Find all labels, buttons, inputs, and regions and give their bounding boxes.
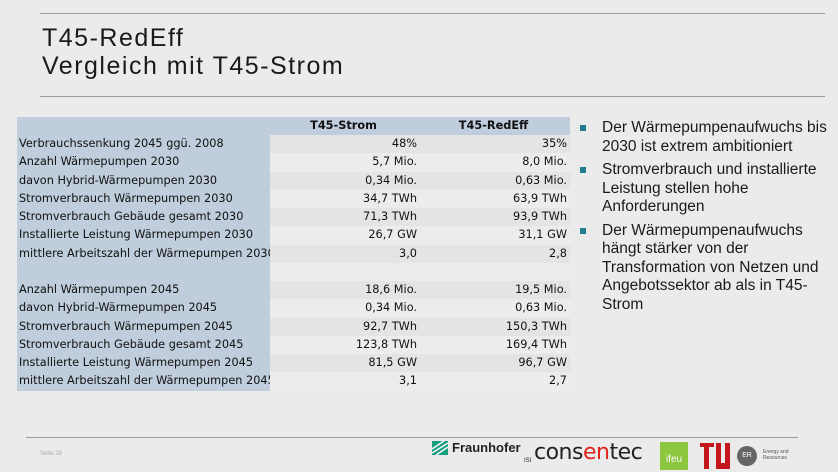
table-row: Stromverbrauch Wärmepumpen 2045 92,7 TWh 1… xyxy=(17,317,570,336)
header-t45-strom: T45-Strom xyxy=(270,117,420,135)
table-row: Installierte Leistung Wärmepumpen 2030 26… xyxy=(17,226,570,245)
row-label: Stromverbrauch Gebäude gesamt 2030 xyxy=(17,208,270,227)
tu-mark-icon xyxy=(700,443,730,469)
row-label: Installierte Leistung Wärmepumpen 2045 xyxy=(17,354,270,373)
value-t45-redeff: 19,5 Mio. xyxy=(420,281,570,300)
bullet-item: Der Wärmepumpenaufwuchs bis 2030 ist ext… xyxy=(578,119,833,156)
title-divider xyxy=(40,96,825,97)
value-t45-redeff: 150,3 TWh xyxy=(420,317,570,336)
row-label: Anzahl Wärmepumpen 2045 xyxy=(17,281,270,300)
value-t45-redeff: 31,1 GW xyxy=(420,226,570,245)
value-t45-redeff: 169,4 TWh xyxy=(420,335,570,354)
fraunhofer-mark-icon xyxy=(431,440,449,456)
value-t45-redeff: 93,9 TWh xyxy=(420,208,570,227)
row-label: Anzahl Wärmepumpen 2030 xyxy=(17,153,270,172)
row-label: mittlere Arbeitszahl der Wärmepumpen 204… xyxy=(17,372,275,391)
value-t45-strom: 81,5 GW xyxy=(270,354,420,373)
header-t45-redeff: T45-RedEff xyxy=(420,117,570,135)
table-row: Anzahl Wärmepumpen 2030 5,7 Mio. 8,0 Mio. xyxy=(17,153,570,172)
value-t45-redeff xyxy=(420,262,570,281)
tu-logo xyxy=(700,443,730,472)
page-title: T45-RedEff Vergleich mit T45-Strom xyxy=(42,24,344,80)
value-t45-redeff: 35% xyxy=(420,135,570,154)
value-t45-redeff: 8,0 Mio. xyxy=(420,153,570,172)
table-row: Stromverbrauch Wärmepumpen 2030 34,7 TWh 6… xyxy=(17,189,570,208)
value-t45-strom: 0,34 Mio. xyxy=(270,299,420,318)
value-t45-redeff: 0,63 Mio. xyxy=(420,299,570,318)
table-row: davon Hybrid-Wärmepumpen 2045 0,34 Mio. 0,… xyxy=(17,299,570,318)
value-t45-strom: 26,7 GW xyxy=(270,226,420,245)
row-label xyxy=(17,262,270,281)
value-t45-strom: 5,7 Mio. xyxy=(270,153,420,172)
square-bullet-icon xyxy=(580,125,586,131)
value-t45-strom: 0,34 Mio. xyxy=(270,171,420,190)
row-label: Installierte Leistung Wärmepumpen 2030 xyxy=(17,226,270,245)
bullet-text: Der Wärmepumpenaufwuchs hängt stärker vo… xyxy=(602,221,819,313)
comparison-table: T45-Strom T45-RedEff Verbrauchssenkung 2… xyxy=(17,117,570,391)
bullet-list: Der Wärmepumpenaufwuchs bis 2030 ist ext… xyxy=(578,119,833,319)
table-row: Verbrauchssenkung 2045 ggü. 2008 48% 35% xyxy=(17,135,570,154)
row-label: Verbrauchssenkung 2045 ggü. 2008 xyxy=(17,135,270,154)
table-row: Installierte Leistung Wärmepumpen 2045 81… xyxy=(17,354,570,373)
value-t45-strom: 34,7 TWh xyxy=(270,189,420,208)
row-label: davon Hybrid-Wärmepumpen 2030 xyxy=(17,171,270,190)
value-t45-redeff: 2,7 xyxy=(420,372,570,391)
bullet-item: Stromverbrauch und installierte Leistung… xyxy=(578,161,833,217)
value-t45-strom: 18,6 Mio. xyxy=(270,281,420,300)
footer-divider xyxy=(26,437,798,438)
er-logo-text: Energy and Resources xyxy=(763,449,789,461)
bullet-text: Stromverbrauch und installierte Leistung… xyxy=(602,161,817,215)
title-line-2: Vergleich mit T45-Strom xyxy=(42,52,345,80)
row-label: davon Hybrid-Wärmepumpen 2045 xyxy=(17,299,270,318)
table-row: mittlere Arbeitszahl der Wärmepumpen 203… xyxy=(17,244,570,263)
table-header: T45-Strom T45-RedEff xyxy=(17,117,570,135)
table-row: Stromverbrauch Gebäude gesamt 2045 123,8 … xyxy=(17,335,570,354)
title-line-1: T45-RedEff xyxy=(42,24,185,52)
table-row: Stromverbrauch Gebäude gesamt 2030 71,3 T… xyxy=(17,208,570,227)
value-t45-strom xyxy=(270,262,420,281)
er-logo: ER xyxy=(737,446,757,466)
row-label: mittlere Arbeitszahl der Wärmepumpen 203… xyxy=(17,244,275,263)
bullet-text: Der Wärmepumpenaufwuchs bis 2030 ist ext… xyxy=(602,119,827,155)
page-number: Seite 28 xyxy=(40,451,63,457)
table-row: davon Hybrid-Wärmepumpen 2030 0,34 Mio. 0,… xyxy=(17,171,570,190)
table-row: Anzahl Wärmepumpen 2045 18,6 Mio. 19,5 Mio… xyxy=(17,281,570,300)
header-empty xyxy=(17,117,270,135)
bullet-item: Der Wärmepumpenaufwuchs hängt stärker vo… xyxy=(578,222,833,315)
value-t45-redeff: 96,7 GW xyxy=(420,354,570,373)
table-spacer-row xyxy=(17,262,570,281)
row-label: Stromverbrauch Wärmepumpen 2045 xyxy=(17,317,270,336)
ifeu-logo: ifeu xyxy=(660,442,688,470)
square-bullet-icon xyxy=(580,167,586,173)
value-t45-redeff: 0,63 Mio. xyxy=(420,171,570,190)
value-t45-strom: 92,7 TWh xyxy=(270,317,420,336)
value-t45-strom: 3,0 xyxy=(270,244,420,263)
table-row: mittlere Arbeitszahl der Wärmepumpen 204… xyxy=(17,372,570,391)
row-label: Stromverbrauch Wärmepumpen 2030 xyxy=(17,189,270,208)
square-bullet-icon xyxy=(580,227,586,234)
value-t45-strom: 3,1 xyxy=(270,372,420,391)
value-t45-strom: 71,3 TWh xyxy=(270,208,420,227)
fraunhofer-logo: Fraunhofer ISI xyxy=(431,440,531,464)
value-t45-redeff: 2,8 xyxy=(420,244,570,263)
value-t45-redeff: 63,9 TWh xyxy=(420,189,570,208)
value-t45-strom: 48% xyxy=(270,135,420,154)
consentec-logo: consentec xyxy=(534,440,643,465)
value-t45-strom: 123,8 TWh xyxy=(270,335,420,354)
row-label: Stromverbrauch Gebäude gesamt 2045 xyxy=(17,335,270,354)
top-divider xyxy=(40,13,825,14)
